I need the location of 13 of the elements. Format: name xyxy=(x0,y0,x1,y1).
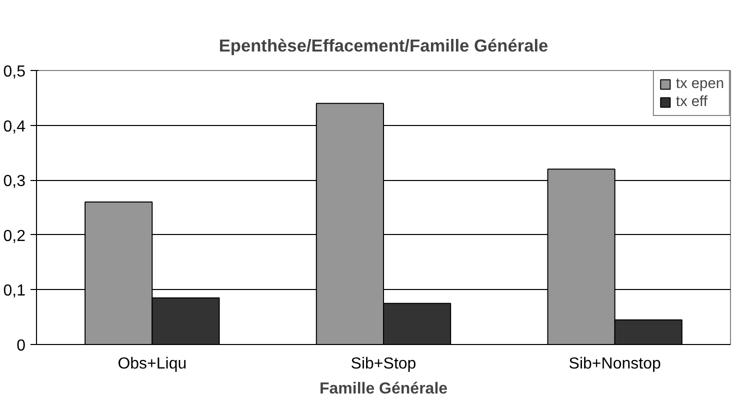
x-tick-label: Sib+Nonstop xyxy=(568,356,661,372)
y-tick-label: 0,4 xyxy=(3,118,26,136)
legend-label: tx eff xyxy=(676,94,708,110)
legend-label: tx epen xyxy=(676,76,724,92)
y-tick-label: 0 xyxy=(16,338,26,354)
y-tick-label: 0,1 xyxy=(3,282,26,300)
y-tick-label: 0,3 xyxy=(3,173,26,190)
x-tick-label: Sib+Stop xyxy=(350,356,416,372)
x-tick-label: Obs+Liqu xyxy=(118,356,187,372)
y-tick-label: 0,2 xyxy=(3,228,26,245)
x-axis-title: Famille Générale xyxy=(319,380,448,398)
chart-title: Epenthèse/Effacement/Famille Générale xyxy=(218,36,549,56)
y-tick-label: 0,5 xyxy=(3,64,26,80)
